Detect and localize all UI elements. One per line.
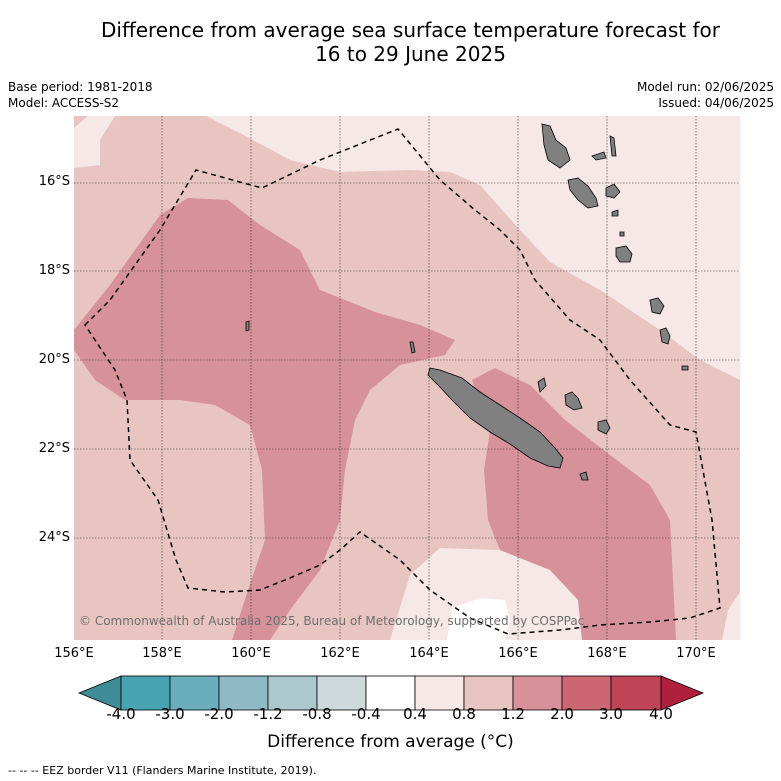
colorbar-tick: 0.8 <box>452 705 476 723</box>
colorbar-tick: 0.4 <box>403 705 427 723</box>
lat-label-16s: 16°S <box>38 174 70 189</box>
lat-label-20s: 20°S <box>38 352 70 367</box>
lat-label-18s: 18°S <box>38 263 70 278</box>
meta-right: Model run: 02/06/2025 Issued: 04/06/2025 <box>637 79 774 111</box>
colorbar-bin-2 <box>169 675 220 711</box>
colorbar-tick: -1.2 <box>253 705 283 723</box>
copyright-notice: © Commonwealth of Australia 2025, Bureau… <box>79 614 585 628</box>
lat-label-22s: 22°S <box>38 441 70 456</box>
model-run: Model run: 02/06/2025 <box>636 80 774 94</box>
colorbar-label: Difference from average (°C) <box>267 732 514 752</box>
colorbar-tick: 2.0 <box>550 705 574 723</box>
colorbar-tick: -4.0 <box>106 705 136 723</box>
contour-0.4-0.8-south <box>390 548 582 640</box>
contour-neutral <box>447 598 510 640</box>
colorbar-tick: 4.0 <box>649 705 673 723</box>
colorbar-tick: -3.0 <box>155 705 185 723</box>
colorbar-bin-5 <box>316 675 367 711</box>
colorbar <box>77 675 705 711</box>
colorbar-bin-8 <box>463 675 514 711</box>
title-line-1: Difference from average sea surface temp… <box>100 18 720 42</box>
colorbar-tick: 3.0 <box>599 705 623 723</box>
title-line-2: 16 to 29 June 2025 <box>315 42 506 66</box>
colorbar-bin-9 <box>512 675 563 711</box>
colorbar-tick: -0.4 <box>351 705 381 723</box>
contour-1.2-2.0-west <box>74 198 455 640</box>
lon-label-166e: 166°E <box>498 646 538 661</box>
loyalty-islands <box>564 391 583 411</box>
base-period: Base period: 1981-2018 <box>8 80 153 94</box>
lon-label-162e: 162°E <box>320 646 360 661</box>
lon-label-160e: 160°E <box>231 646 271 661</box>
eez-footnote: -- -- -- EEZ border V11 (Flanders Marine… <box>8 764 317 777</box>
model-name: Model: ACCESS-S2 <box>8 96 120 110</box>
meta-left: Base period: 1981-2018 Model: ACCESS-S2 <box>8 79 153 111</box>
new-caledonia-island <box>427 367 564 469</box>
map-title: Difference from average sea surface temp… <box>40 18 781 66</box>
lat-label-24s: 24°S <box>38 530 70 545</box>
contour-0.4-0.8-east <box>148 116 740 380</box>
lon-label-168e: 168°E <box>587 646 627 661</box>
contour-0.4-0.8-northwest <box>74 116 115 168</box>
colorbar-bin-1 <box>120 675 171 711</box>
sst-anomaly-contours <box>74 116 740 640</box>
lon-label-156e: 156°E <box>54 646 94 661</box>
colorbar-bin-3 <box>218 675 269 711</box>
colorbar-bin-6 <box>365 675 416 711</box>
lon-label-170e: 170°E <box>676 646 716 661</box>
eez-border <box>84 128 721 635</box>
vanuatu-islands <box>541 123 571 169</box>
lon-label-164e: 164°E <box>409 646 449 661</box>
colorbar-bin-10 <box>561 675 612 711</box>
colorbar-bin-7 <box>414 675 465 711</box>
lon-label-158e: 158°E <box>142 646 182 661</box>
colorbar-tick: 1.2 <box>501 705 525 723</box>
gridlines <box>74 116 740 640</box>
colorbar-bin-11 <box>610 675 662 711</box>
colorbar-tick: -0.8 <box>302 705 332 723</box>
colorbar-tick: -2.0 <box>204 705 234 723</box>
issued-date: Issued: 04/06/2025 <box>658 96 774 110</box>
land-masses <box>245 123 689 481</box>
